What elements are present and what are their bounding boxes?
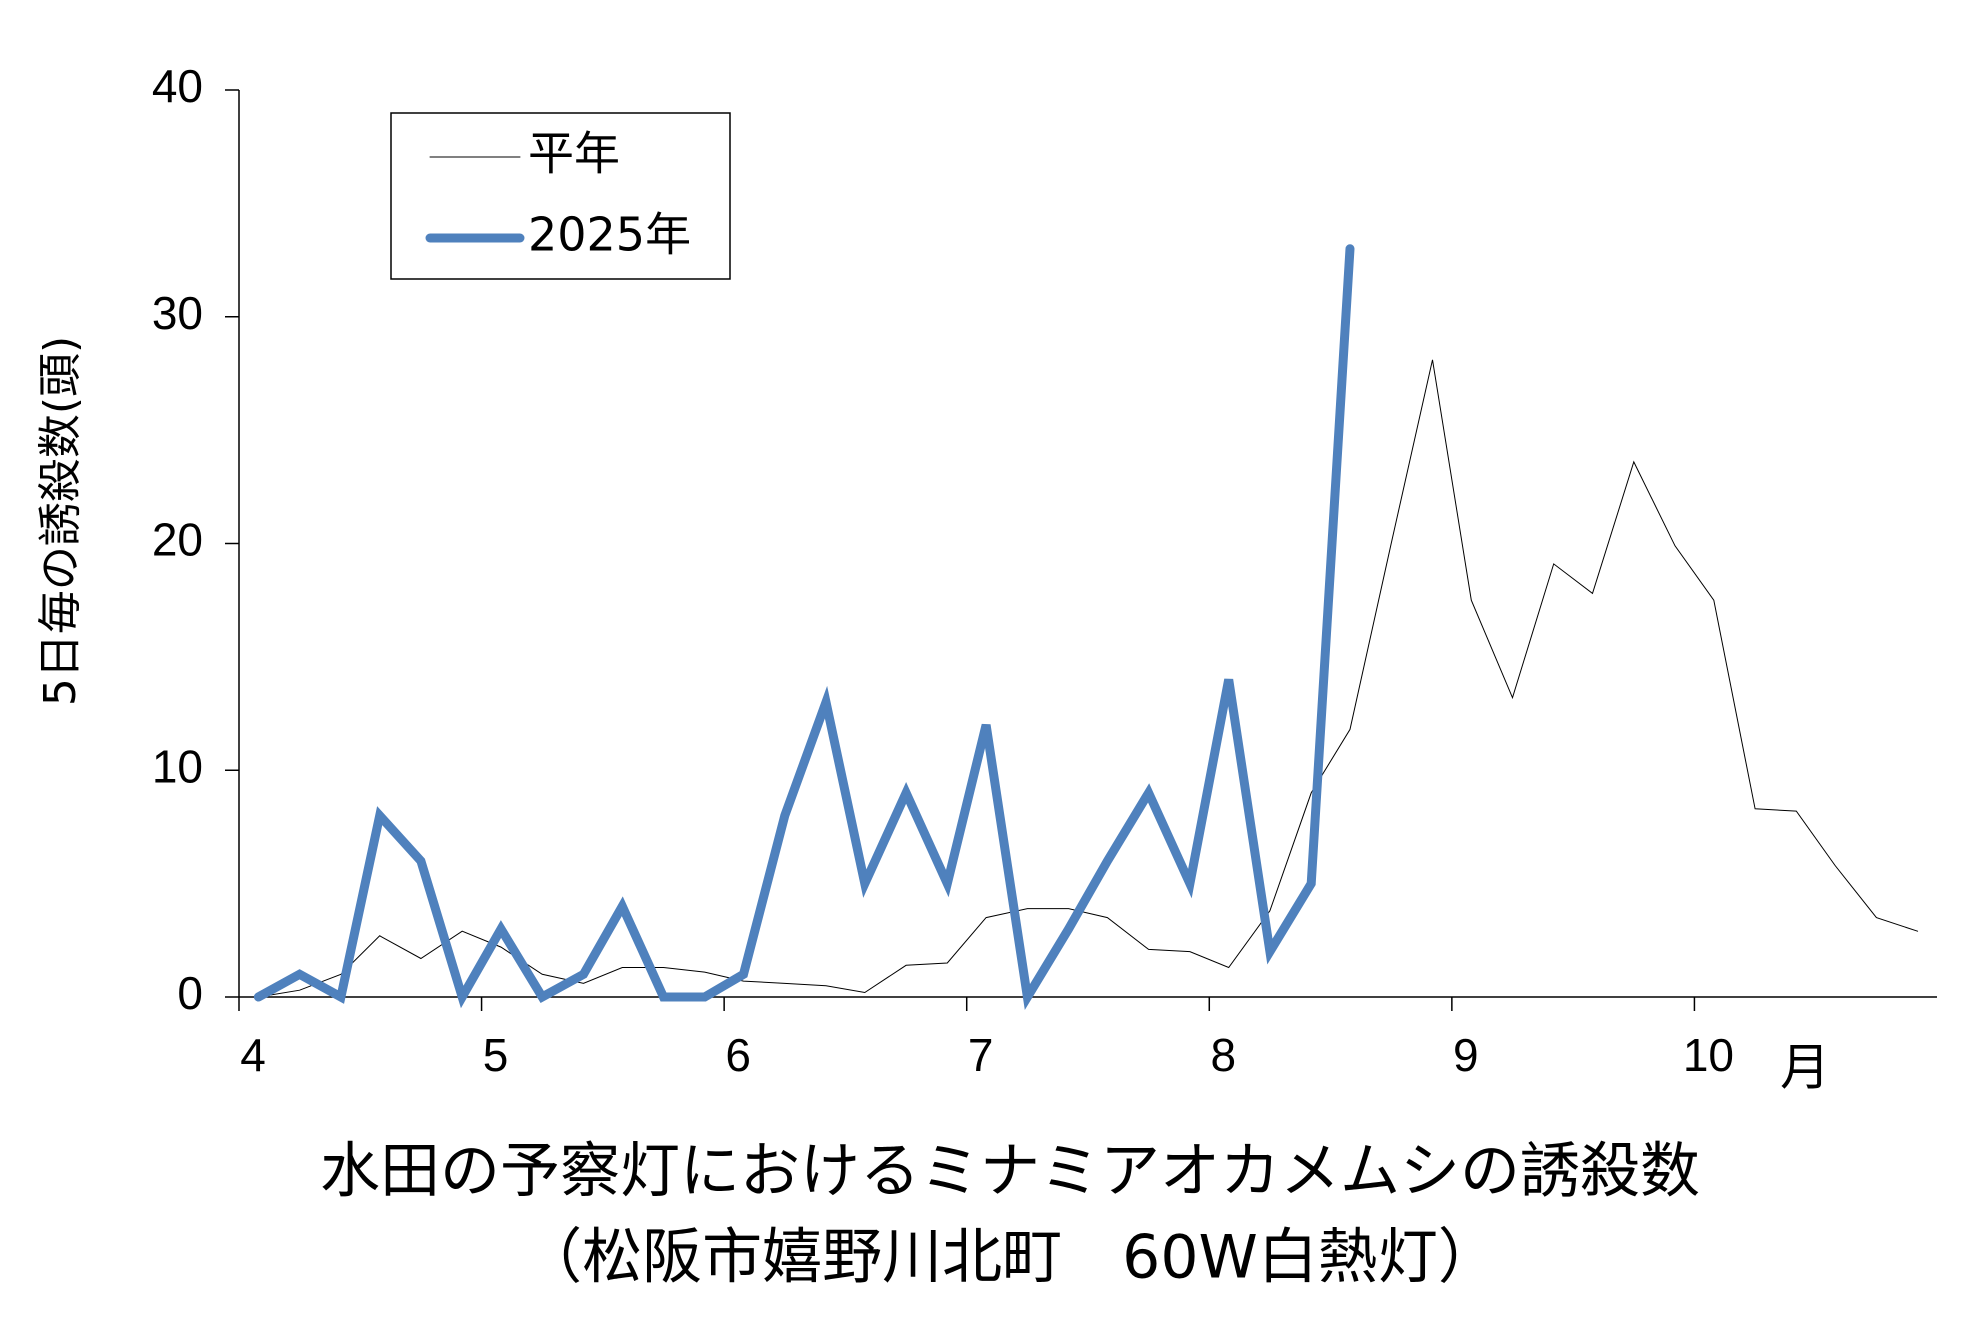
legend-box <box>390 112 731 280</box>
x-tick-label: 10 <box>1683 1029 1734 1081</box>
x-tick-label: 5 <box>483 1029 509 1081</box>
x-unit: 月 <box>1780 1039 1830 1097</box>
caption: 水田の予察灯におけるミナミアオカメムシの誘殺数 <box>320 1137 1700 1207</box>
series-line <box>253 244 1355 1010</box>
y-axis-label: 5日毎の誘殺数(頭) <box>35 336 86 706</box>
x-tick-label: 4 <box>240 1029 266 1081</box>
x-tick-label: 9 <box>1453 1029 1479 1081</box>
series-line <box>257 359 1919 998</box>
legend-label: 2025年 <box>528 208 691 262</box>
x-tick-label: 6 <box>725 1029 751 1081</box>
legend-label: 平年 <box>528 127 620 181</box>
y-tick-label: 30 <box>152 287 203 339</box>
y-tick-label: 0 <box>177 967 203 1019</box>
x-tick-label: 8 <box>1210 1029 1236 1081</box>
y-tick-label: 20 <box>152 514 203 566</box>
y-tick-label: 10 <box>152 740 203 792</box>
x-tick-label: 7 <box>968 1029 994 1081</box>
caption: （松阪市嬉野川北町 60W白熱灯） <box>522 1223 1498 1293</box>
y-tick-label: 40 <box>152 60 203 112</box>
